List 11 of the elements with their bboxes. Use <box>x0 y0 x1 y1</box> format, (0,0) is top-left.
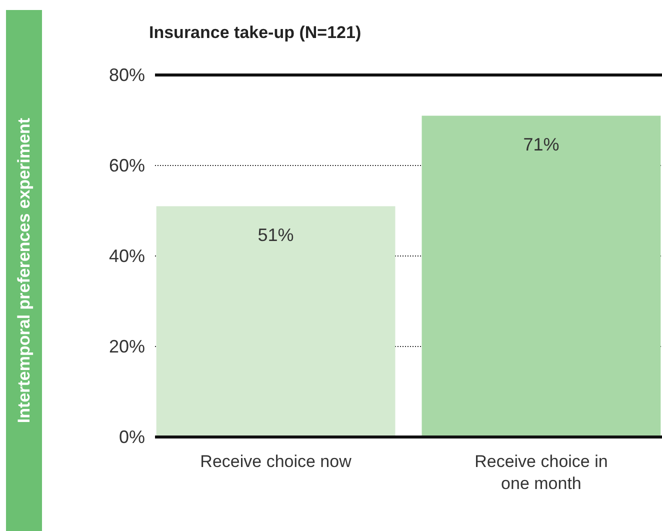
y-tick-label: 60% <box>108 156 145 176</box>
data-label: 51% <box>258 225 294 246</box>
data-label: 71% <box>523 134 560 155</box>
y-tick-label: 80% <box>108 65 145 85</box>
y-tick-label: 40% <box>108 246 145 266</box>
x-tick-label: Receive choice in one month <box>474 452 608 493</box>
y-tick-label: 20% <box>108 336 145 356</box>
text: Intertemporal preferences experiment <box>14 118 34 424</box>
chart-subtitle: Insurance take-up (N=121) <box>149 23 362 42</box>
x-tick-label: Receive choice now <box>200 452 352 471</box>
y-tick-label: 0% <box>118 427 145 447</box>
